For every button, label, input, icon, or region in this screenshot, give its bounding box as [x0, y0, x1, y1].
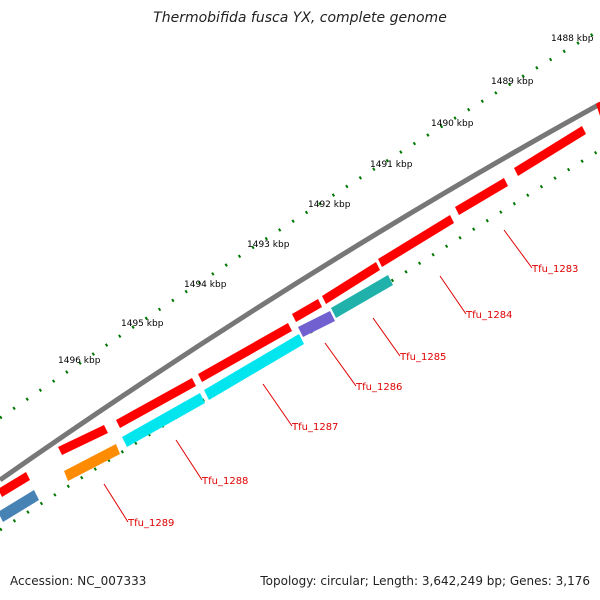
tick-label: 1488 kbp: [551, 34, 594, 44]
forward-strand-genes: [0, 101, 600, 497]
gene-tfu-1286: [298, 311, 335, 337]
forward-gene: [455, 178, 508, 215]
genome-info-text: Topology: circular; Length: 3,642,249 bp…: [260, 574, 590, 588]
map-title: Thermobifida fusca YX, complete genome: [153, 10, 447, 26]
genome-backbone: [0, 101, 600, 483]
tick-label: 1493 kbp: [247, 240, 290, 250]
gene-label-tfu-1285: Tfu_1285: [399, 352, 446, 363]
forward-gene: [596, 101, 600, 116]
leader-line: [324, 342, 357, 387]
leader-line: [372, 317, 401, 357]
gene-tfu-1285: [331, 275, 393, 318]
gene-tfu-1289: [64, 444, 120, 481]
forward-gene: [292, 299, 322, 322]
forward-gene: [116, 378, 196, 428]
tick-label: 1496 kbp: [58, 356, 101, 366]
gene-label-tfu-1287: Tfu_1287: [291, 422, 338, 433]
tick-label: 1491 kbp: [370, 160, 413, 170]
gene-label-tfu-1289: Tfu_1289: [127, 518, 174, 529]
gene-tfu-1287: [204, 334, 304, 400]
forward-gene: [322, 262, 380, 304]
gene-blue: [0, 490, 39, 522]
gene-label-tfu-1286: Tfu_1286: [355, 382, 402, 393]
gene-label-tfu-1284: Tfu_1284: [465, 310, 512, 321]
leader-line: [103, 483, 129, 523]
tick-labels: 1488 kbp 1489 kbp 1490 kbp 1491 kbp 1492…: [58, 34, 594, 366]
gene-tfu-1288: [122, 393, 205, 447]
tick-label: 1495 kbp: [121, 319, 164, 329]
leader-line: [262, 383, 293, 427]
forward-gene: [58, 425, 108, 455]
gene-label-tfu-1288: Tfu_1288: [201, 476, 248, 487]
forward-gene: [514, 126, 586, 176]
accession-text: Accession: NC_007333: [10, 574, 147, 588]
tick-label: 1490 kbp: [431, 119, 474, 129]
tick-label: 1494 kbp: [184, 280, 227, 290]
tick-label: 1492 kbp: [308, 200, 351, 210]
forward-gene: [378, 215, 454, 267]
gene-labels: Tfu_1283 Tfu_1284 Tfu_1285 Tfu_1286 Tfu_…: [127, 264, 578, 529]
tick-label: 1489 kbp: [491, 77, 534, 87]
leader-line: [439, 275, 467, 315]
forward-gene: [198, 323, 292, 382]
leader-line: [503, 229, 533, 269]
leader-lines: [103, 229, 533, 523]
leader-line: [175, 439, 203, 481]
forward-gene: [0, 472, 30, 497]
gene-label-tfu-1283: Tfu_1283: [531, 264, 578, 275]
labeled-genes: [0, 275, 393, 522]
